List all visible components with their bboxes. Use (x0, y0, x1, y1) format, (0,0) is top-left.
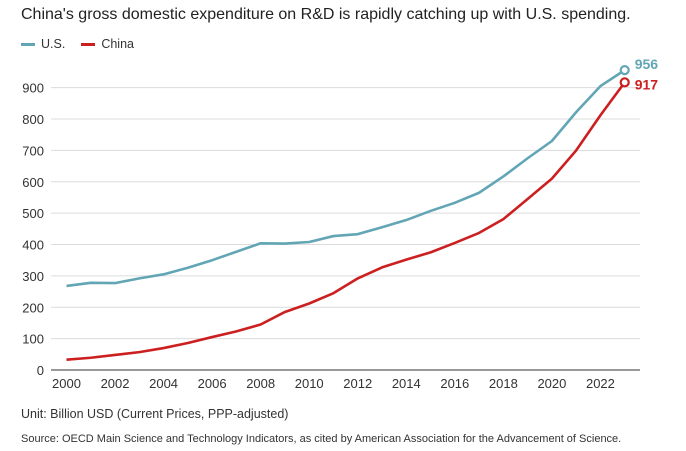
y-tick-label: 700 (22, 143, 44, 158)
x-tick-label: 2022 (586, 376, 615, 391)
legend-item-china: China (81, 37, 134, 51)
x-tick-label: 2004 (149, 376, 178, 391)
legend: U.S. China (21, 37, 134, 51)
chart-title: China's gross domestic expenditure on R&… (21, 6, 631, 23)
x-tick-label: 2000 (52, 376, 81, 391)
x-tick-label: 2008 (246, 376, 275, 391)
x-tick-label: 2014 (392, 376, 421, 391)
y-tick-label: 300 (22, 269, 44, 284)
y-tick-label: 600 (22, 175, 44, 190)
series-line-china (66, 81, 626, 361)
legend-swatch-china (81, 42, 96, 46)
x-tick-label: 2010 (295, 376, 324, 391)
y-tick-label: 500 (22, 206, 44, 221)
y-tick-label: 200 (22, 300, 44, 315)
x-tick-label: 2012 (343, 376, 372, 391)
y-tick-label: 0 (37, 363, 44, 378)
legend-label-china: China (101, 37, 134, 51)
x-tick-label: 2002 (101, 376, 130, 391)
series-line-us (66, 69, 626, 288)
end-label-us: 956 (635, 56, 659, 72)
end-marker-china (619, 77, 630, 88)
y-tick-label: 800 (22, 112, 44, 127)
y-tick-label: 400 (22, 238, 44, 253)
x-tick-label: 2018 (489, 376, 518, 391)
x-tick-label: 2020 (537, 376, 566, 391)
unit-note: Unit: Billion USD (Current Prices, PPP-a… (21, 407, 289, 421)
x-tick-label: 2016 (440, 376, 469, 391)
legend-label-us: U.S. (41, 37, 66, 51)
y-tick-label: 100 (22, 332, 44, 347)
legend-swatch-us (21, 42, 35, 46)
source-note: Source: OECD Main Science and Technology… (21, 433, 622, 445)
y-tick-label: 900 (22, 81, 44, 96)
x-tick-label: 2006 (198, 376, 227, 391)
legend-item-us: U.S. (21, 37, 65, 51)
end-marker-us (619, 65, 630, 76)
end-label-china: 917 (635, 76, 659, 92)
